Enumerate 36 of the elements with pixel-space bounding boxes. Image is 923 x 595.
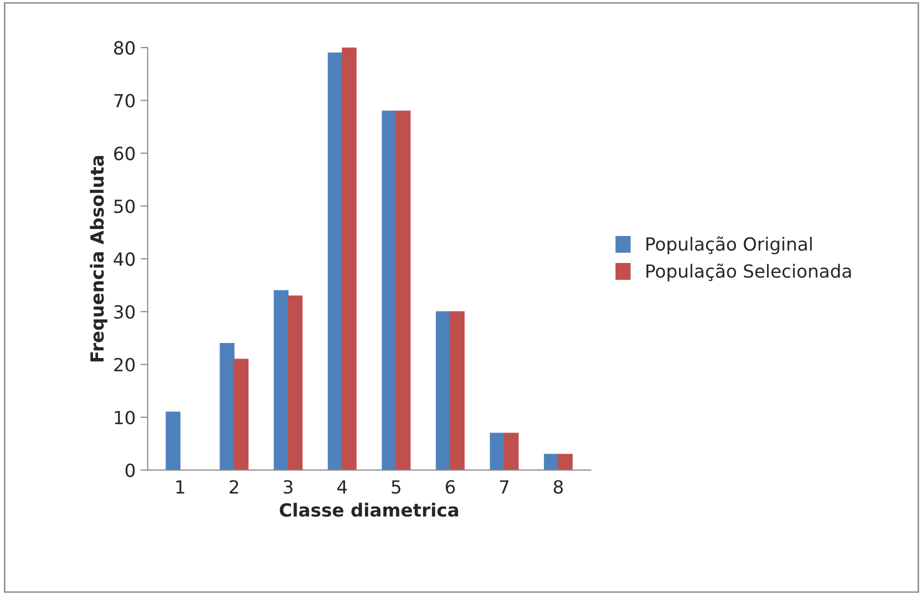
y-tick-label: 70 [114,94,135,108]
x-tick-label: 8 [554,480,563,494]
y-tick-label: 60 [114,146,135,160]
bar [396,110,411,470]
bar [274,290,289,470]
y-tick-label: 40 [114,252,135,266]
legend-label: População Selecionada [646,264,851,282]
y-tick-label: 30 [114,305,135,319]
bar [450,311,465,470]
y-tick-label: 10 [114,410,135,424]
bar [288,295,303,470]
bar [342,48,357,470]
bar [382,110,397,470]
x-tick-label: 5 [392,480,400,494]
x-tick-label: 7 [500,480,508,494]
bar [558,454,573,470]
y-tick-label: 0 [126,464,135,478]
bar [220,342,234,470]
legend-label: População Original [646,236,812,254]
x-tick-label: 3 [284,480,292,494]
x-tick-label: 4 [337,480,347,494]
bar [490,432,505,470]
bar [544,454,559,470]
bar [504,432,519,470]
x-tick-label: 6 [446,480,455,494]
bar [436,311,451,470]
y-tick-label: 20 [114,358,135,372]
y-tick-label: 80 [114,41,135,55]
y-tick-label: 50 [114,199,135,214]
bar [328,52,343,470]
x-tick-label: 2 [230,480,238,494]
x-tick-label: 1 [176,480,184,494]
y-axis-title: Frequencia Absoluta [90,156,108,362]
x-axis-title: Classe diametrica [280,502,458,517]
bar [166,412,180,470]
bar [234,358,249,470]
